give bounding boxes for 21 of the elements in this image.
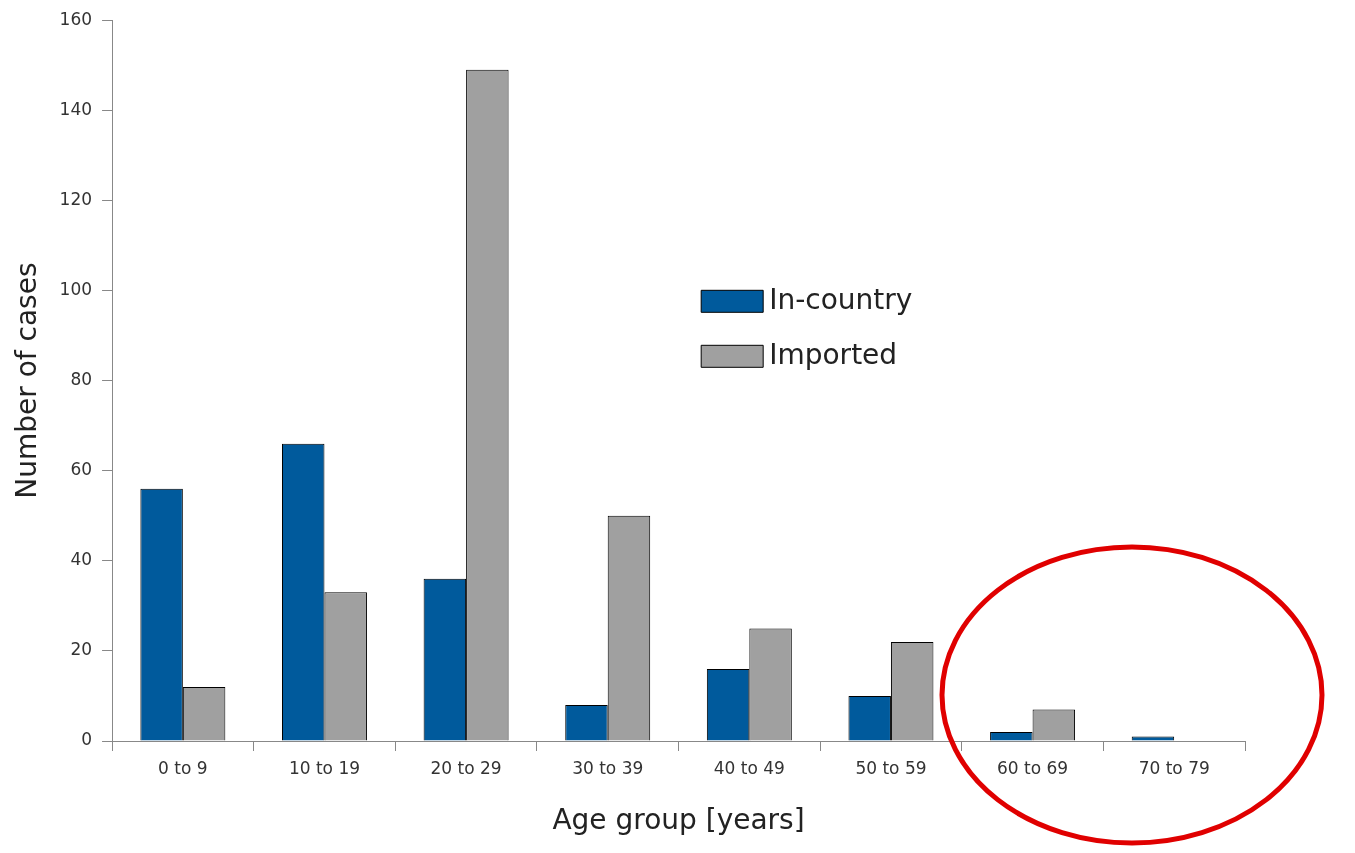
- x-tick-label: 40 to 49: [713, 757, 785, 778]
- y-tick-label: 100: [59, 278, 93, 299]
- x-tick-label: 10 to 19: [288, 757, 361, 778]
- y-tick-label: 140: [59, 98, 93, 119]
- y-tick-label: 80: [70, 369, 93, 390]
- x-tick-label: 50 to 59: [855, 757, 927, 778]
- x-tick-label: 70 to 79: [1138, 757, 1210, 778]
- x-tick-label: 30 to 39: [572, 757, 644, 778]
- y-tick-label: 20: [70, 639, 93, 660]
- y-tick-label: 120: [59, 188, 93, 209]
- x-tick-label: 60 to 69: [997, 757, 1069, 778]
- y-axis-title: Number of cases: [10, 262, 44, 499]
- y-tick-label: 60: [70, 459, 93, 480]
- y-tick-label: 0: [81, 729, 93, 750]
- legend-label: In-country: [769, 282, 913, 316]
- x-tick-label: 20 to 29: [430, 757, 502, 778]
- x-axis-title: Age group [years]: [552, 803, 805, 837]
- y-tick-label: 40: [70, 549, 93, 570]
- y-tick-label: 160: [59, 8, 93, 29]
- x-tick-label: 0 to 9: [158, 757, 208, 778]
- legend-label: Imported: [769, 337, 898, 371]
